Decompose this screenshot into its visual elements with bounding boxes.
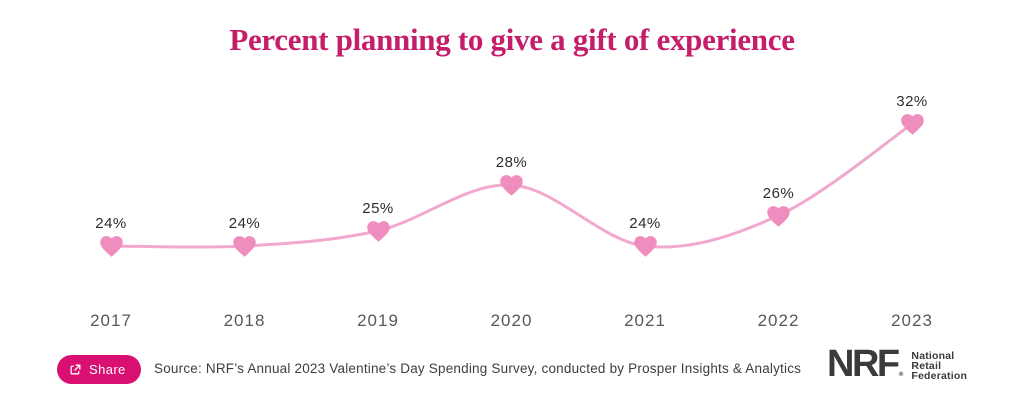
- heart-icon: [633, 236, 657, 257]
- heart-icon: [233, 236, 256, 257]
- heart-icon: [767, 205, 790, 227]
- data-point-label: 24%: [95, 215, 127, 232]
- x-axis-label: 2019: [357, 311, 399, 330]
- x-axis-label: 2017: [90, 311, 132, 330]
- data-point-label: 24%: [629, 215, 661, 232]
- registered-trademark-symbol: ®: [898, 371, 904, 379]
- nrf-wordmark-line: Federation: [911, 369, 968, 382]
- data-point-label: 24%: [228, 215, 261, 232]
- nrf-logo: NRF ® National Retail Federation: [827, 343, 967, 385]
- share-button[interactable]: Share: [57, 355, 141, 384]
- nrf-logo-acronym: NRF: [827, 343, 900, 385]
- heart-marker: [900, 114, 924, 135]
- heart-icon: [500, 175, 523, 196]
- nrf-wordmark-line: Retail: [911, 359, 942, 372]
- heart-icon: [900, 114, 924, 135]
- heart-marker: [233, 236, 256, 257]
- x-axis-label: 2022: [757, 311, 800, 330]
- share-icon: [70, 364, 81, 375]
- chart-title: Percent planning to give a gift of exper…: [229, 22, 795, 57]
- x-axis-label: 2023: [891, 311, 933, 330]
- data-point-label: 28%: [495, 154, 528, 171]
- heart-marker: [633, 236, 657, 257]
- share-button-label: Share: [89, 362, 126, 377]
- heart-marker: [767, 205, 790, 227]
- heart-marker: [99, 236, 123, 257]
- heart-icon: [366, 220, 390, 242]
- heart-marker: [500, 175, 523, 196]
- x-axis-label: 2021: [624, 311, 666, 330]
- x-axis-label: 2018: [223, 311, 266, 330]
- data-point-label: 25%: [362, 199, 394, 217]
- heart-icon: [99, 236, 123, 257]
- heart-marker: [366, 220, 390, 242]
- nrf-logo-wordmark: National Retail Federation: [911, 348, 967, 381]
- data-point-label: 32%: [896, 93, 928, 110]
- nrf-wordmark-line: National: [911, 350, 955, 362]
- x-axis-label: 2020: [490, 311, 533, 330]
- source-text: Source: NRF’s Annual 2023 Valentine’s Da…: [154, 361, 802, 376]
- data-point-label: 26%: [762, 184, 795, 202]
